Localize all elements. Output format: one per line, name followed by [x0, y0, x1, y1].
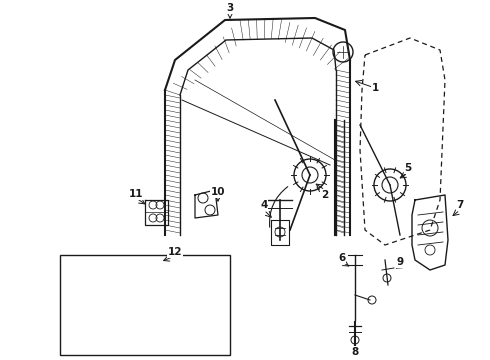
Text: 9: 9	[396, 257, 404, 267]
Text: 7: 7	[456, 200, 464, 210]
Text: 2: 2	[321, 190, 329, 200]
Text: 6: 6	[339, 253, 345, 263]
Text: 12: 12	[168, 247, 182, 257]
Text: 10: 10	[211, 187, 225, 197]
Text: 5: 5	[404, 163, 412, 173]
Text: 11: 11	[129, 189, 143, 199]
Text: 8: 8	[351, 347, 359, 357]
Text: 4: 4	[260, 200, 268, 210]
Bar	[60, 255, 230, 355]
Text: 1: 1	[371, 83, 379, 93]
Text: 3: 3	[226, 3, 234, 13]
